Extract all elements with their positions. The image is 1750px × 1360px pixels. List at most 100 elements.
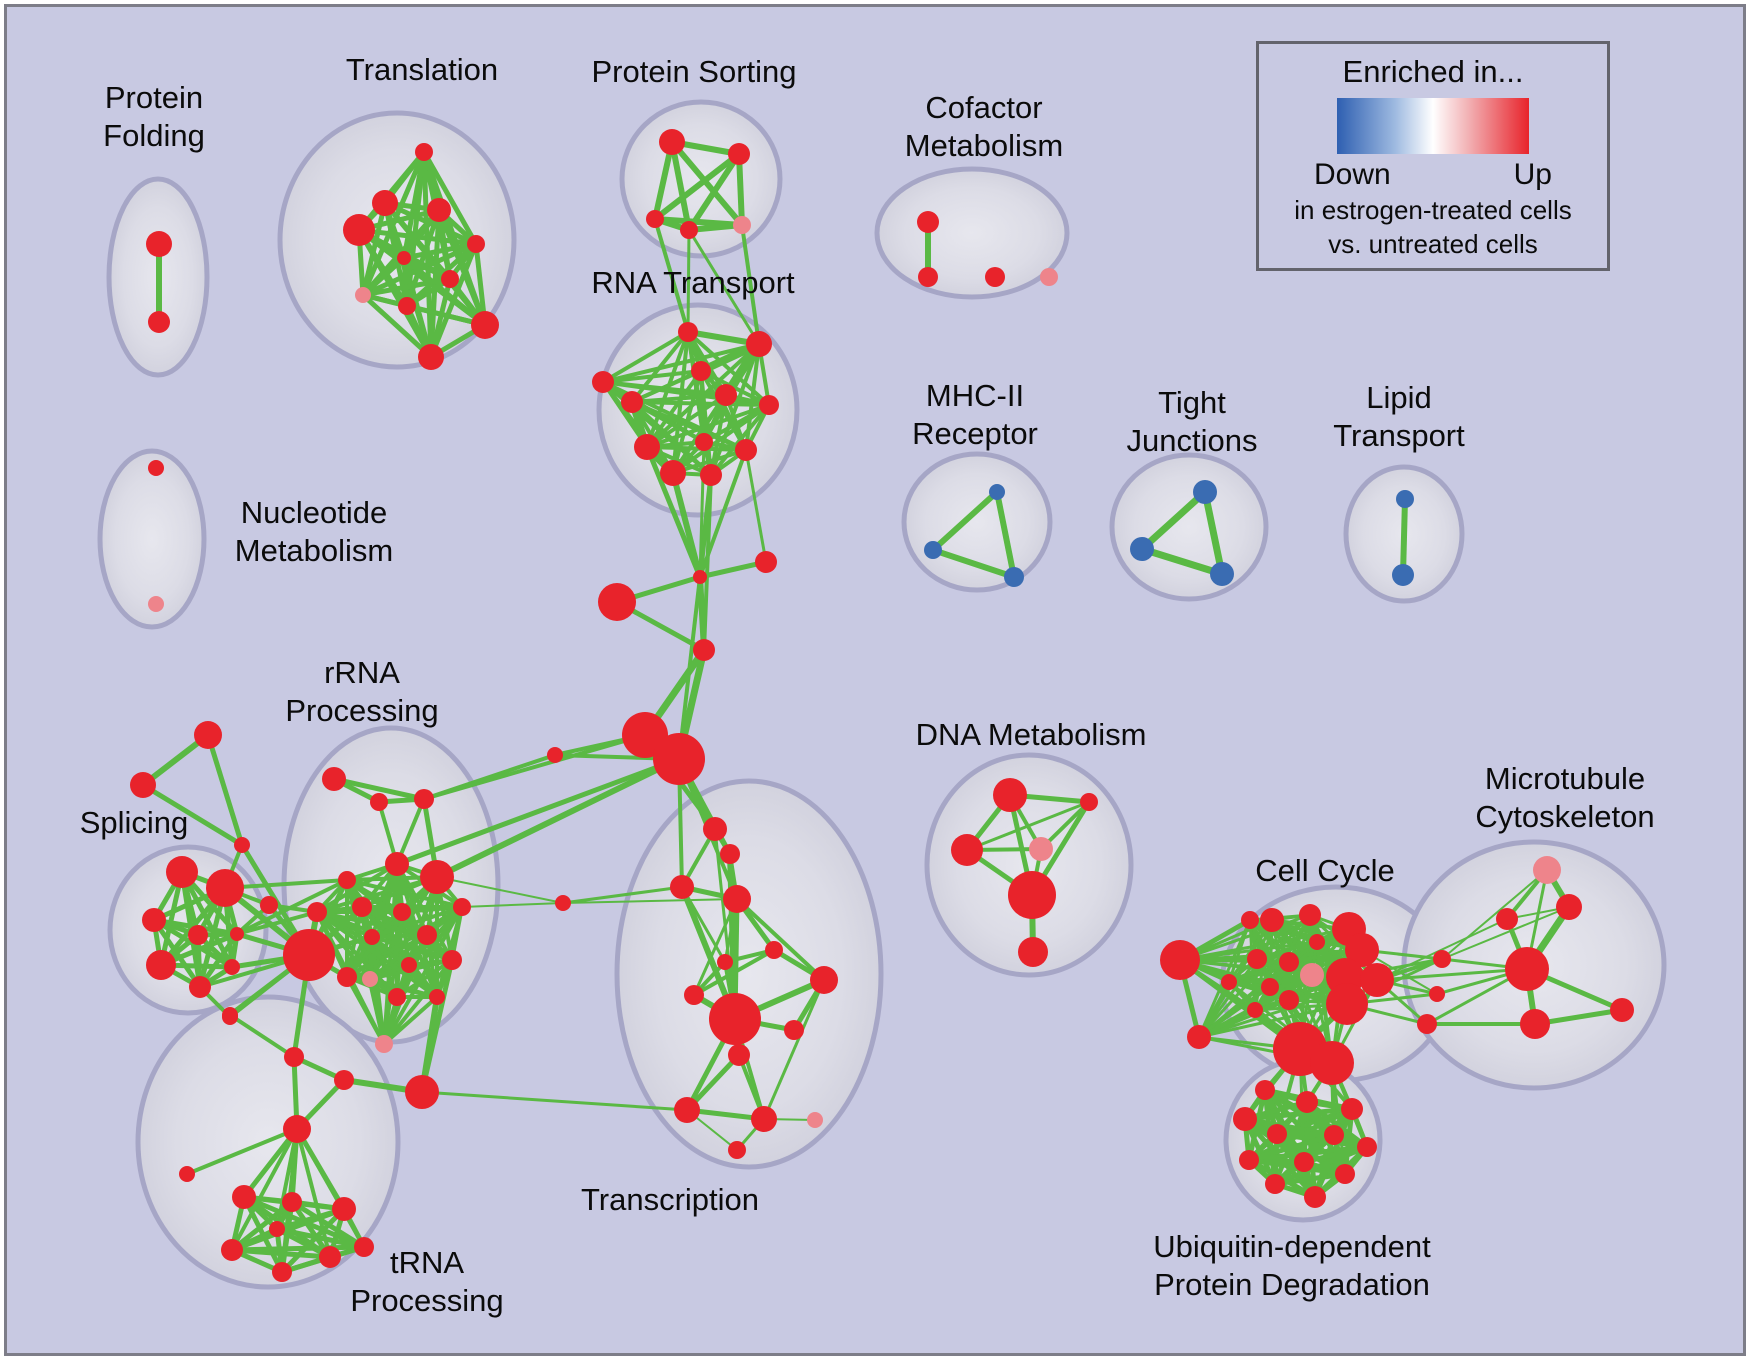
- network-edge: [360, 202, 388, 296]
- network-node: [1004, 567, 1024, 587]
- cluster-label-splicing: Splicing: [80, 805, 189, 840]
- network-node: [728, 1141, 746, 1159]
- network-node: [1265, 1174, 1285, 1194]
- cluster-label-trna-processing: tRNA Processing: [350, 1245, 503, 1318]
- network-node: [1261, 978, 1279, 996]
- network-edge: [677, 576, 702, 760]
- cluster-tight-junctions: [1109, 452, 1269, 602]
- network-edge: [316, 910, 428, 937]
- network-node: [388, 988, 406, 1006]
- network-edge: [316, 905, 463, 914]
- network-node: [684, 985, 704, 1005]
- cluster-label-ubiquitin-degradation: Ubiquitin-dependent Protein Degradation: [1153, 1229, 1431, 1302]
- network-node: [951, 834, 983, 866]
- network-node: [401, 957, 417, 973]
- network-edge: [686, 330, 771, 407]
- network-node: [693, 570, 707, 584]
- network-node: [307, 902, 327, 922]
- network-node: [680, 221, 698, 239]
- network-edge: [230, 1128, 299, 1251]
- network-node: [746, 331, 772, 357]
- network-node: [924, 541, 942, 559]
- network-node: [284, 1047, 304, 1067]
- legend-down-label: Down: [1314, 158, 1391, 191]
- network-node: [372, 190, 398, 216]
- network-node: [232, 1185, 256, 1209]
- network-edge: [652, 141, 675, 220]
- network-node: [1247, 949, 1267, 969]
- network-node: [1080, 793, 1098, 811]
- network-node: [678, 322, 698, 342]
- network-edge: [736, 153, 745, 226]
- network-node: [189, 976, 211, 998]
- network-node: [1392, 564, 1414, 586]
- network-edge: [646, 403, 770, 449]
- network-node: [385, 852, 409, 876]
- network-edge: [709, 403, 771, 477]
- network-edge: [932, 547, 1015, 580]
- network-node: [148, 311, 170, 333]
- network-node: [693, 639, 715, 661]
- network-edge: [436, 209, 488, 326]
- network-node: [417, 925, 437, 945]
- network-edge: [242, 1127, 299, 1199]
- network-edge: [930, 489, 1000, 553]
- network-node: [993, 778, 1027, 812]
- network-edge: [602, 369, 702, 384]
- network-edge: [644, 446, 703, 578]
- network-node: [429, 989, 445, 1005]
- network-node: [148, 596, 164, 612]
- network-node: [166, 856, 198, 888]
- network-node: [415, 143, 433, 161]
- network-node: [1533, 856, 1561, 884]
- network-node: [1029, 837, 1053, 861]
- network-node: [1429, 986, 1445, 1002]
- network-node: [733, 216, 751, 234]
- network-node: [1304, 1186, 1326, 1208]
- network-node: [337, 967, 357, 987]
- legend-up-label: Up: [1513, 158, 1552, 191]
- network-edge: [562, 885, 683, 905]
- figure-canvas: Protein Folding Translation Protein Sorting…: [4, 4, 1746, 1356]
- legend-scale-labels: Down Up: [1314, 158, 1552, 192]
- network-edge: [653, 218, 690, 333]
- network-node: [194, 721, 222, 749]
- network-node: [322, 767, 346, 791]
- cluster-label-mhc-ii-receptor: MHC-II Receptor: [912, 378, 1038, 451]
- network-edge: [687, 229, 761, 345]
- network-node: [759, 395, 779, 415]
- cluster-label-tight-junctions: Tight Junctions: [1127, 385, 1258, 458]
- network-edge: [709, 343, 761, 476]
- network-edge: [316, 910, 453, 962]
- network-node: [1247, 1002, 1263, 1018]
- network-node: [1040, 268, 1058, 286]
- network-edge: [735, 897, 826, 982]
- cluster-label-protein-folding: Protein Folding: [103, 80, 205, 153]
- network-edge: [1201, 491, 1226, 575]
- network-edge: [421, 150, 479, 246]
- network-node: [1233, 1107, 1257, 1131]
- cluster-label-transcription: Transcription: [581, 1182, 759, 1217]
- network-edge: [1376, 967, 1528, 982]
- network-edge: [423, 733, 646, 801]
- network-node: [695, 433, 713, 451]
- network-node: [723, 885, 751, 913]
- network-node: [471, 311, 499, 339]
- network-edge: [1400, 498, 1408, 576]
- network-edge: [403, 241, 477, 261]
- network-node: [370, 793, 388, 811]
- network-node: [188, 925, 208, 945]
- network-node: [1239, 1150, 1259, 1170]
- network-edge: [1441, 906, 1570, 960]
- cluster-label-protein-sorting: Protein Sorting: [591, 54, 796, 89]
- network-edge: [631, 369, 702, 404]
- network-node: [1241, 911, 1259, 929]
- network-node: [272, 1262, 292, 1282]
- network-node: [418, 344, 444, 370]
- network-node: [222, 1007, 238, 1023]
- network-node: [674, 1097, 700, 1123]
- cluster-mhc-ii-receptor: [901, 451, 1053, 593]
- network-node: [269, 1221, 285, 1237]
- network-node: [1018, 937, 1048, 967]
- network-edge: [966, 800, 1090, 852]
